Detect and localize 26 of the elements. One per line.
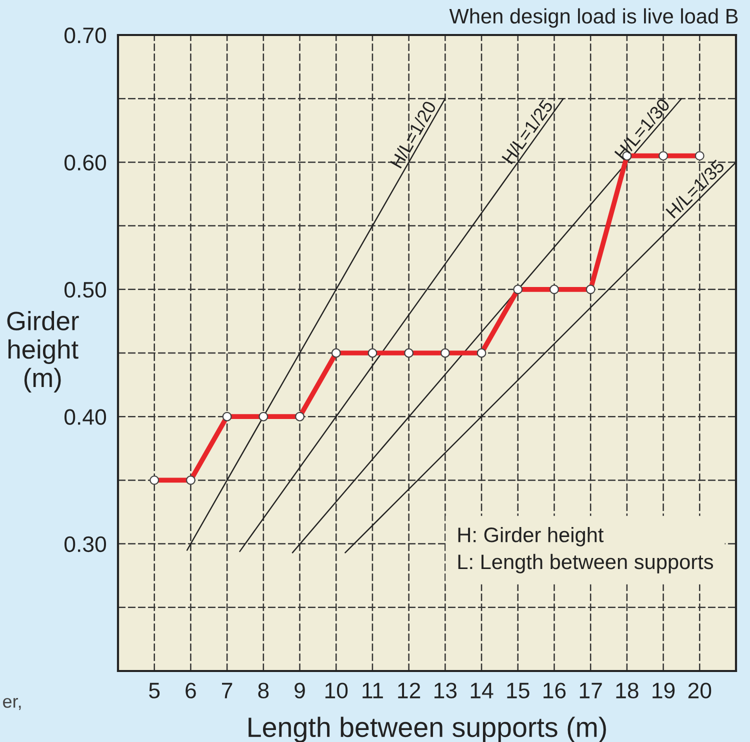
- y-tick-label: 0.50: [64, 282, 106, 298]
- y-tick-label: 0.70: [64, 28, 106, 44]
- x-tick-label: 12: [398, 682, 420, 698]
- text: er,: [3, 698, 21, 710]
- x-tick-label: 14: [470, 682, 494, 698]
- x-tick-label: 7: [222, 682, 232, 698]
- annotation: L: Length between supports: [458, 554, 714, 574]
- x-tick-label: 18: [616, 682, 638, 698]
- x-tick-label: 5: [149, 682, 160, 698]
- y-tick-label: 0.30: [64, 536, 106, 552]
- x-tick-label: 16: [544, 682, 566, 698]
- x-tick-label: 17: [580, 682, 602, 698]
- x-tick-label: 15: [507, 682, 530, 698]
- x-tick-label: 6: [186, 682, 196, 698]
- x-tick-label: 20: [688, 682, 712, 698]
- y-tick-label: 0.40: [64, 409, 106, 425]
- y-axis-title: Girder height (m): [7, 311, 79, 392]
- annotation: H: Girder height: [458, 526, 604, 546]
- x-tick-label: 8: [258, 682, 269, 698]
- chart-title: When design load is live load B: [449, 8, 738, 28]
- x-tick-label: 9: [294, 682, 305, 698]
- x-tick-label: 11: [362, 682, 383, 698]
- x-tick-label: 19: [652, 682, 675, 698]
- x-tick-label: 10: [325, 682, 348, 698]
- x-tick-label: 13: [434, 682, 457, 698]
- y-tick-label: 0.60: [64, 154, 106, 170]
